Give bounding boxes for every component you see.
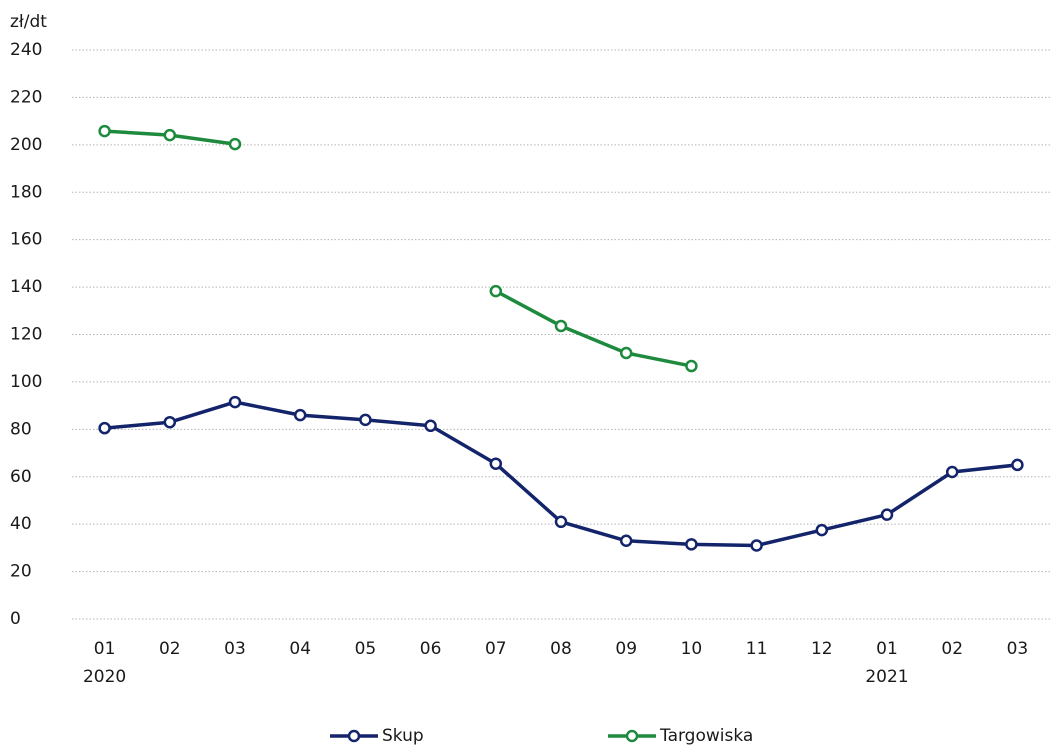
y-tick-label: 120: [10, 325, 42, 345]
point-marker: [619, 534, 633, 548]
x-tick-label: 08: [550, 639, 572, 659]
y-tick-label: 60: [10, 467, 32, 487]
y-tick-label: 160: [10, 230, 42, 250]
point-marker: [619, 346, 633, 360]
x-tick-label: 11: [746, 639, 768, 659]
x-tick-label: 03: [224, 639, 246, 659]
point-marker: [554, 319, 568, 333]
point-marker: [554, 515, 568, 529]
x-tick-label: 07: [485, 639, 507, 659]
x-tick-label: 10: [681, 639, 703, 659]
legend-marker: [347, 729, 361, 743]
y-tick-label: 220: [10, 87, 42, 107]
x-tick-label: 12: [811, 639, 833, 659]
x-tick-label: 05: [355, 639, 377, 659]
year-label: 2021: [865, 667, 908, 687]
point-marker: [880, 508, 894, 521]
y-tick-label: 200: [10, 135, 42, 155]
point-marker: [685, 359, 698, 373]
series-line: [104, 129, 692, 368]
y-tick-label: 40: [10, 514, 32, 534]
y-axis-label: zł/dt: [10, 12, 47, 32]
point-marker: [228, 395, 242, 409]
y-tick-label: 140: [10, 277, 42, 297]
point-marker: [1011, 458, 1024, 472]
point-marker: [163, 415, 177, 429]
y-tick-label: 80: [10, 419, 32, 439]
point-marker: [489, 284, 503, 298]
point-marker: [293, 408, 307, 422]
point-marker: [98, 124, 111, 138]
point-marker: [359, 413, 372, 427]
point-marker: [945, 465, 959, 479]
x-tick-label: 01: [94, 639, 116, 659]
y-tick-label: 20: [10, 562, 32, 582]
point-marker: [424, 419, 437, 433]
x-tick-label: 09: [615, 639, 637, 659]
x-tick-label: 06: [420, 639, 442, 659]
y-tick-label: 180: [10, 182, 42, 202]
point-marker: [163, 128, 177, 142]
x-tick-label: 02: [941, 639, 963, 659]
x-tick-label: 04: [289, 639, 311, 659]
legend-label: Targowiska: [659, 726, 753, 746]
point-marker: [489, 457, 503, 470]
legend-marker: [625, 729, 639, 743]
x-tick-label: 01: [876, 639, 898, 659]
year-label: 2020: [83, 667, 126, 687]
point-marker: [228, 137, 242, 151]
y-tick-label: 0: [10, 609, 21, 629]
x-tick-label: 02: [159, 639, 181, 659]
y-tick-label: 100: [10, 372, 42, 392]
point-marker: [685, 538, 698, 551]
y-tick-label: 240: [10, 40, 42, 60]
x-tick-label: 03: [1007, 639, 1029, 659]
point-marker: [815, 523, 829, 537]
legend-label: Skup: [382, 726, 424, 746]
point-marker: [750, 539, 763, 552]
point-marker: [98, 421, 111, 435]
